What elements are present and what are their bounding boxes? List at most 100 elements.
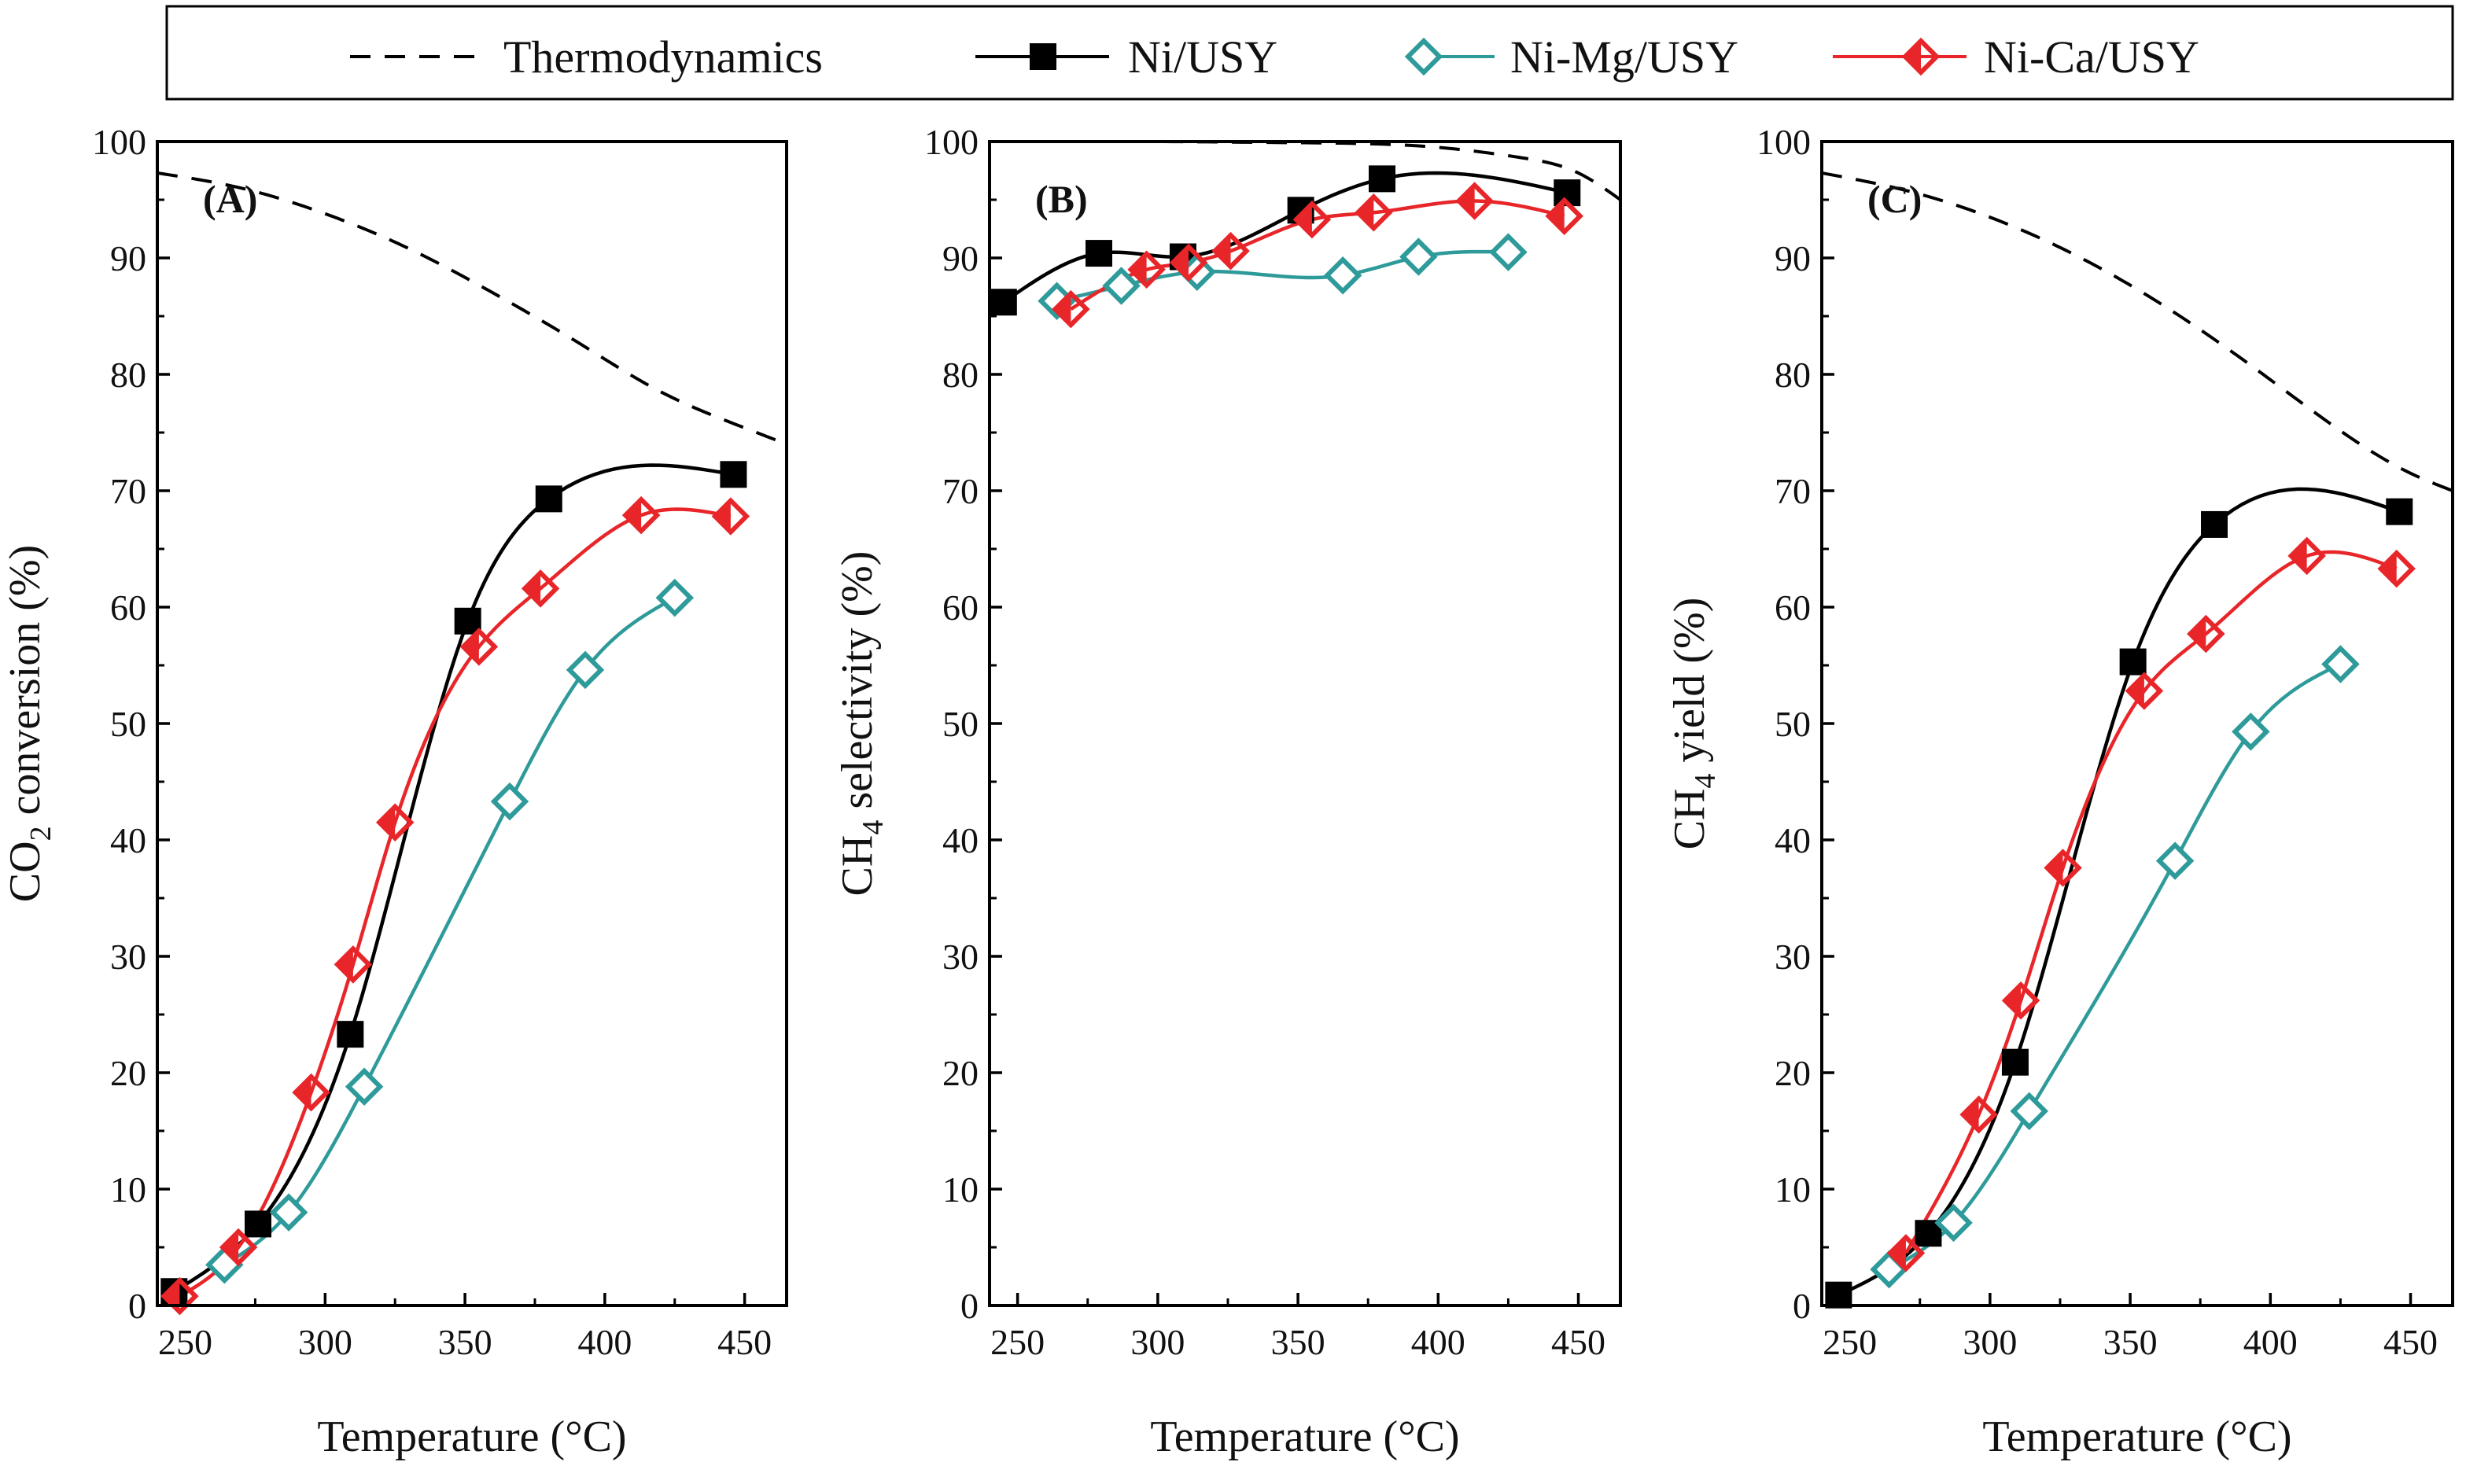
panel-c: 0 10 20 30 40 50 60 70 80 90 100 250 300 350 400 450 (C)… <box>1665 122 2454 1461</box>
panel-c-point-ni-ca-usy-3 <box>2044 849 2082 887</box>
panel-a-series-ni-mg-usy <box>205 578 695 1284</box>
panel-c-series-ni-ca-usy <box>1886 536 2416 1272</box>
panel-c-point-ni-ca-usy-2 <box>2001 981 2040 1020</box>
panel-c-point-ni-usy-5 <box>2386 498 2413 525</box>
panel-a-point-ni-ca-usy-6 <box>521 569 560 608</box>
panel-a-point-ni-usy-1 <box>245 1210 271 1238</box>
panel-a-label: (A) <box>203 177 257 221</box>
panel-c-frame <box>1820 140 2454 1307</box>
panel-c-point-ni-mg-usy-4 <box>2232 713 2270 751</box>
panel-c-point-ni-mg-usy-3 <box>2155 841 2195 880</box>
panel-a-ytick-label: 60 <box>110 587 146 628</box>
legend-label-ni-mg-usy: Ni-Mg/USY <box>1510 31 1738 83</box>
panel-a-point-ni-mg-usy-2 <box>345 1067 384 1107</box>
panel-b-frame <box>988 140 1622 1307</box>
panel-b-ytick-label: 70 <box>942 471 979 511</box>
panel-b-point-ni-ca-usy-2 <box>1169 243 1208 282</box>
panel-a-point-ni-mg-usy-4 <box>566 650 605 690</box>
legend-item-ni-ca-usy: Ni-Ca/USY <box>1833 31 2199 83</box>
panel-b-ytick-label: 90 <box>942 238 979 278</box>
panel-a-xtick-label: 350 <box>438 1322 492 1362</box>
panel-c-ytick-label: 90 <box>1775 238 1811 278</box>
panel-b-point-ni-usy-4 <box>1369 165 1396 193</box>
legend-item-thermodynamics: Thermodynamics <box>350 31 823 83</box>
panel-c-point-ni-ca-usy-4 <box>2125 672 2164 710</box>
panel-b-ytick-label: 0 <box>960 1286 979 1326</box>
panel-c-point-ni-ca-usy-6 <box>2287 536 2326 576</box>
panel-c-line-ni-usy <box>1838 487 2401 1297</box>
panel-b-ytick-label: 100 <box>924 122 979 162</box>
panel-b-point-ni-ca-usy-6 <box>1455 182 1494 220</box>
legend-marker-ni-mg-usy <box>1404 37 1443 76</box>
panel-b-point-ni-ca-usy-1 <box>1127 250 1166 289</box>
panel-a-ytick-label: 40 <box>110 820 146 860</box>
panel-b-ytick-label: 50 <box>942 704 979 744</box>
panel-b-point-ni-usy-0 <box>990 289 1017 316</box>
panel-b-point-ni-mg-usy-3 <box>1323 256 1362 295</box>
panel-a-point-ni-usy-4 <box>535 485 562 513</box>
panel-b-point-ni-mg-usy-5 <box>1489 233 1528 271</box>
panel-b-label: (B) <box>1035 177 1088 221</box>
panel-b-xtick-label: 350 <box>1271 1322 1325 1362</box>
panel-a-line-ni-mg-usy <box>223 596 676 1267</box>
legend-marker-ni-ca-usy <box>1901 37 1941 76</box>
panel-a-point-ni-ca-usy-3 <box>334 945 373 984</box>
panel-a-ytick-label: 100 <box>92 122 146 162</box>
legend-item-ni-mg-usy: Ni-Mg/USY <box>1404 31 1738 83</box>
panel-b-ytick-label: 20 <box>942 1053 979 1093</box>
panel-b: 0 10 20 30 40 50 60 70 80 90 100 250 300 350 400 450 (B)… <box>833 122 1622 1461</box>
panel-c-point-ni-ca-usy-5 <box>2187 614 2225 654</box>
panel-b-ytick-label: 40 <box>942 820 979 860</box>
panel-b-xtick-label: 300 <box>1130 1322 1185 1362</box>
panel-a-ytick-label: 0 <box>128 1286 146 1326</box>
panel-b-xtick-label: 400 <box>1411 1322 1465 1362</box>
panel-b-ytick-label: 10 <box>942 1169 979 1210</box>
panel-a-ytick-label: 90 <box>110 238 146 278</box>
panel-a-point-ni-mg-usy-5 <box>655 578 695 617</box>
panel-b-xlabel: Temperature (°C) <box>1150 1412 1459 1461</box>
panel-a-point-ni-ca-usy-1 <box>219 1228 258 1267</box>
panel-a-xtick-label: 450 <box>717 1322 772 1362</box>
panel-c-ytick-label: 0 <box>1793 1286 1811 1326</box>
panel-c-xtick-label: 250 <box>1823 1322 1877 1362</box>
panel-a-point-ni-usy-2 <box>337 1021 364 1048</box>
panel-a-point-ni-mg-usy-3 <box>490 782 529 821</box>
panel-c-ytick-label: 40 <box>1775 820 1811 860</box>
panel-c-line-ni-mg-usy <box>1888 662 2342 1272</box>
panel-a-point-ni-ca-usy-7 <box>621 495 661 535</box>
panel-c-point-ni-usy-3 <box>2119 648 2147 676</box>
panel-c-xtick-label: 400 <box>2243 1322 2298 1362</box>
panel-c-point-ni-mg-usy-1 <box>1934 1203 1973 1243</box>
panel-a-ytick-label: 50 <box>110 704 146 744</box>
panel-c-point-ni-ca-usy-7 <box>2377 549 2416 588</box>
panel-a-ylabel: CO2 conversion (%) <box>1 545 57 902</box>
panel-a-xtick-label: 250 <box>158 1322 212 1362</box>
panel-c-ytick-label: 30 <box>1775 937 1811 977</box>
panel-a-series-ni-usy <box>160 461 747 1305</box>
panel-a-ytick-label: 10 <box>110 1169 146 1210</box>
panel-c-line-ni-ca-usy <box>1904 550 2398 1254</box>
panel-a: 0 10 20 30 40 50 60 70 80 90 100 250 300 350 400 450 (A)… <box>1 122 788 1461</box>
panel-c-label: (C) <box>1867 177 1922 221</box>
panel-a-ytick-label: 30 <box>110 937 146 977</box>
panel-c-series-ni-mg-usy <box>1870 645 2360 1289</box>
panel-b-thermodynamics-line <box>990 142 1620 201</box>
panel-a-point-ni-ca-usy-8 <box>711 497 750 536</box>
panel-b-point-ni-usy-1 <box>1086 240 1113 267</box>
panel-b-line-ni-usy <box>1002 171 1568 304</box>
panel-a-point-ni-ca-usy-2 <box>292 1073 330 1112</box>
panel-b-ytick-label: 80 <box>942 355 979 395</box>
panel-b-point-ni-ca-usy-5 <box>1355 193 1393 232</box>
panel-c-ylabel: CH4 yield (%) <box>1665 598 1722 850</box>
panel-c-point-ni-mg-usy-5 <box>2321 645 2360 683</box>
panel-a-xtick-label: 400 <box>577 1322 632 1362</box>
panel-c-ytick-label: 100 <box>1756 122 1811 162</box>
panel-a-xlabel: Temperature (°C) <box>317 1412 626 1461</box>
panel-c-ytick-label: 50 <box>1775 704 1811 744</box>
panel-b-ylabel: CH4 selectivity (%) <box>833 551 890 897</box>
panel-b-point-ni-ca-usy-3 <box>1211 231 1250 271</box>
panel-a-point-ni-usy-5 <box>720 461 747 488</box>
panel-c-point-ni-usy-2 <box>2001 1048 2029 1076</box>
panel-a-ytick-label: 70 <box>110 471 146 511</box>
